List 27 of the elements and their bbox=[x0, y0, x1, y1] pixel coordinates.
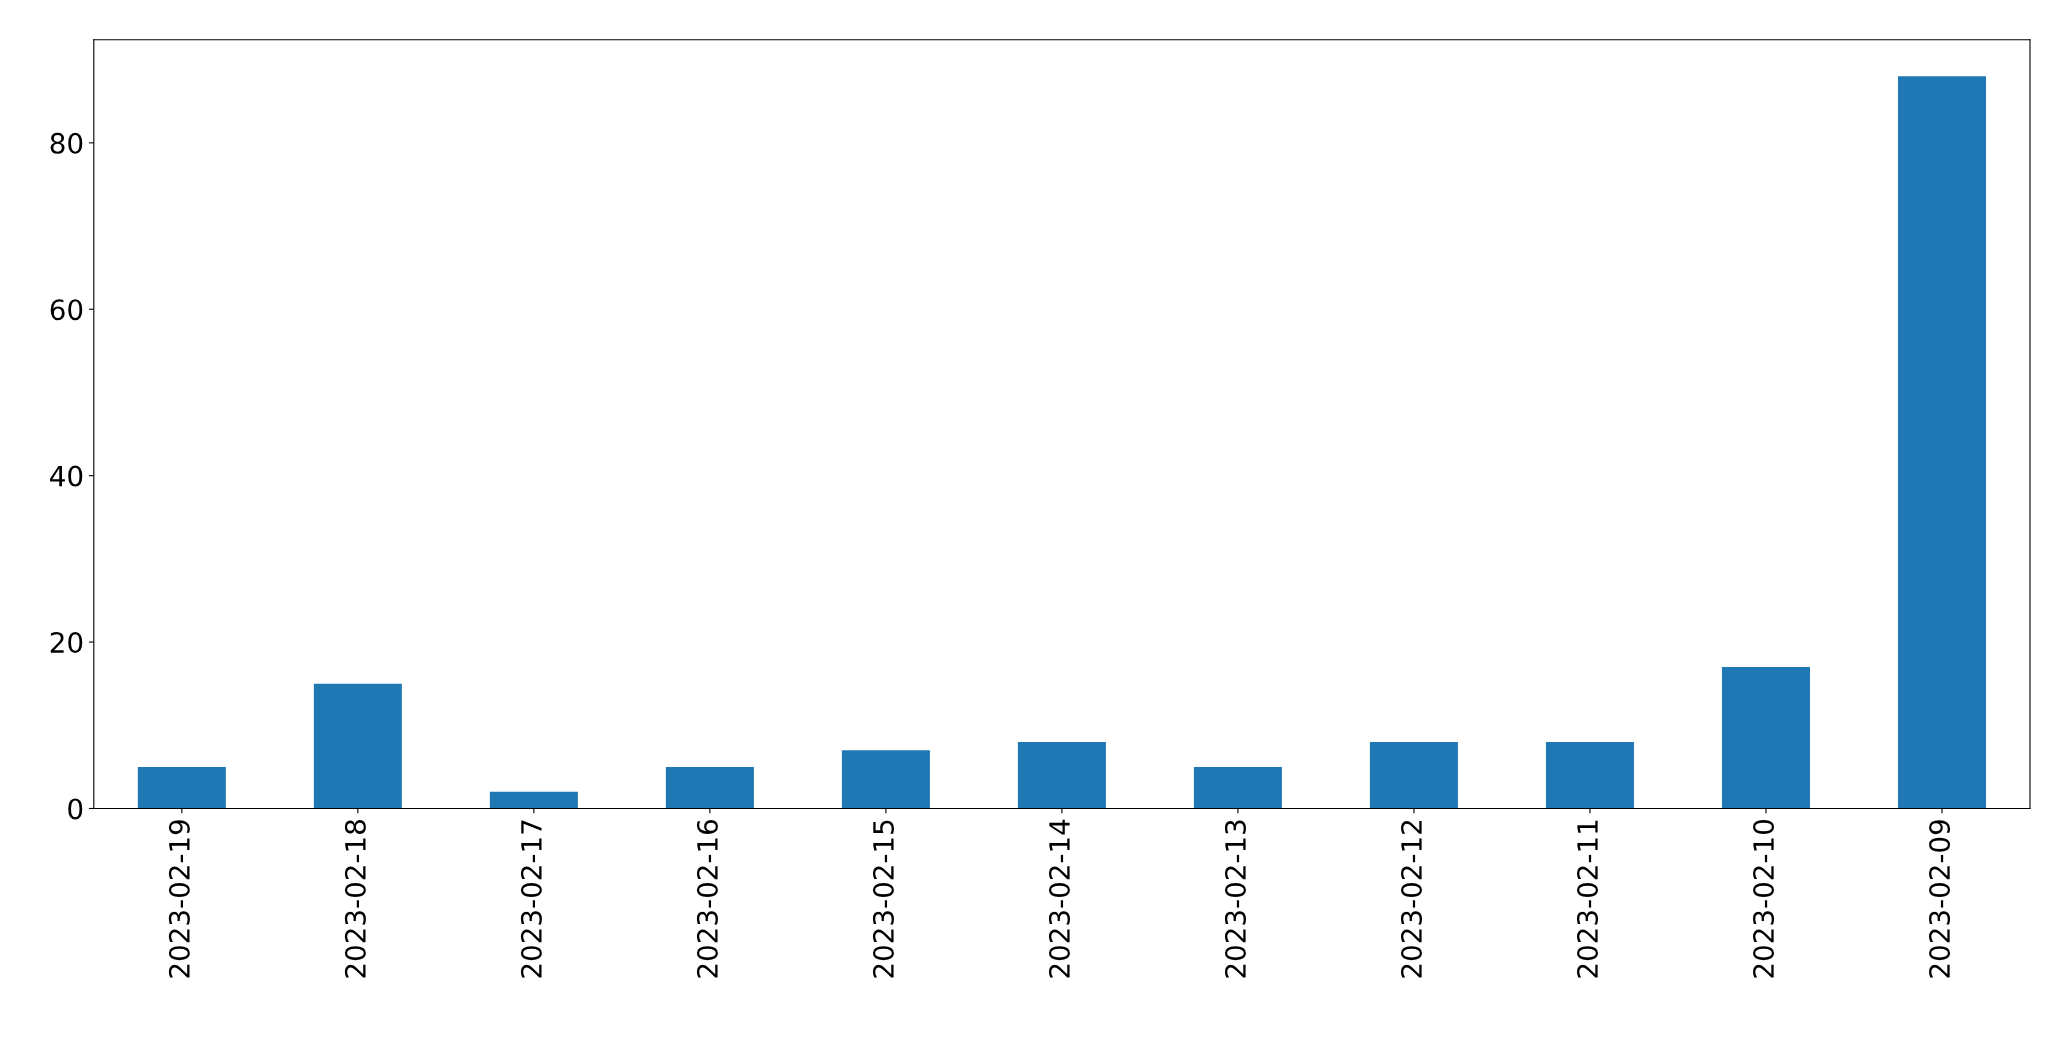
x-tick-label: 2023-02-10 bbox=[1753, 820, 1775, 978]
x-tick-label: 2023-02-13 bbox=[1224, 820, 1246, 978]
bar bbox=[1193, 766, 1282, 809]
bar bbox=[665, 766, 754, 809]
x-tick-label: 2023-02-11 bbox=[1577, 820, 1599, 978]
x-tick-label: 2023-02-19 bbox=[168, 820, 190, 978]
bar bbox=[1369, 741, 1458, 809]
bar bbox=[1017, 741, 1106, 809]
bar bbox=[1897, 76, 1986, 809]
x-tick-label: 2023-02-17 bbox=[520, 820, 542, 978]
x-tick-label: 2023-02-15 bbox=[872, 820, 894, 978]
x-tick-label: 2023-02-12 bbox=[1400, 820, 1422, 978]
bar bbox=[489, 791, 578, 809]
bar bbox=[1545, 741, 1634, 809]
y-tick-label: 0 bbox=[68, 798, 83, 820]
bar bbox=[1721, 667, 1810, 809]
x-tick-label: 2023-02-18 bbox=[344, 820, 366, 978]
y-tick-label: 60 bbox=[50, 299, 83, 321]
x-tick-label: 2023-02-09 bbox=[1929, 820, 1951, 978]
y-tick-label: 40 bbox=[50, 465, 83, 487]
x-tick-label: 2023-02-16 bbox=[696, 819, 718, 978]
x-tick-label: 2023-02-14 bbox=[1048, 819, 1070, 978]
y-tick-label: 20 bbox=[50, 632, 83, 654]
bar bbox=[841, 750, 930, 809]
y-tick-label: 80 bbox=[50, 132, 83, 154]
bar bbox=[313, 683, 402, 809]
bar bbox=[137, 766, 226, 809]
